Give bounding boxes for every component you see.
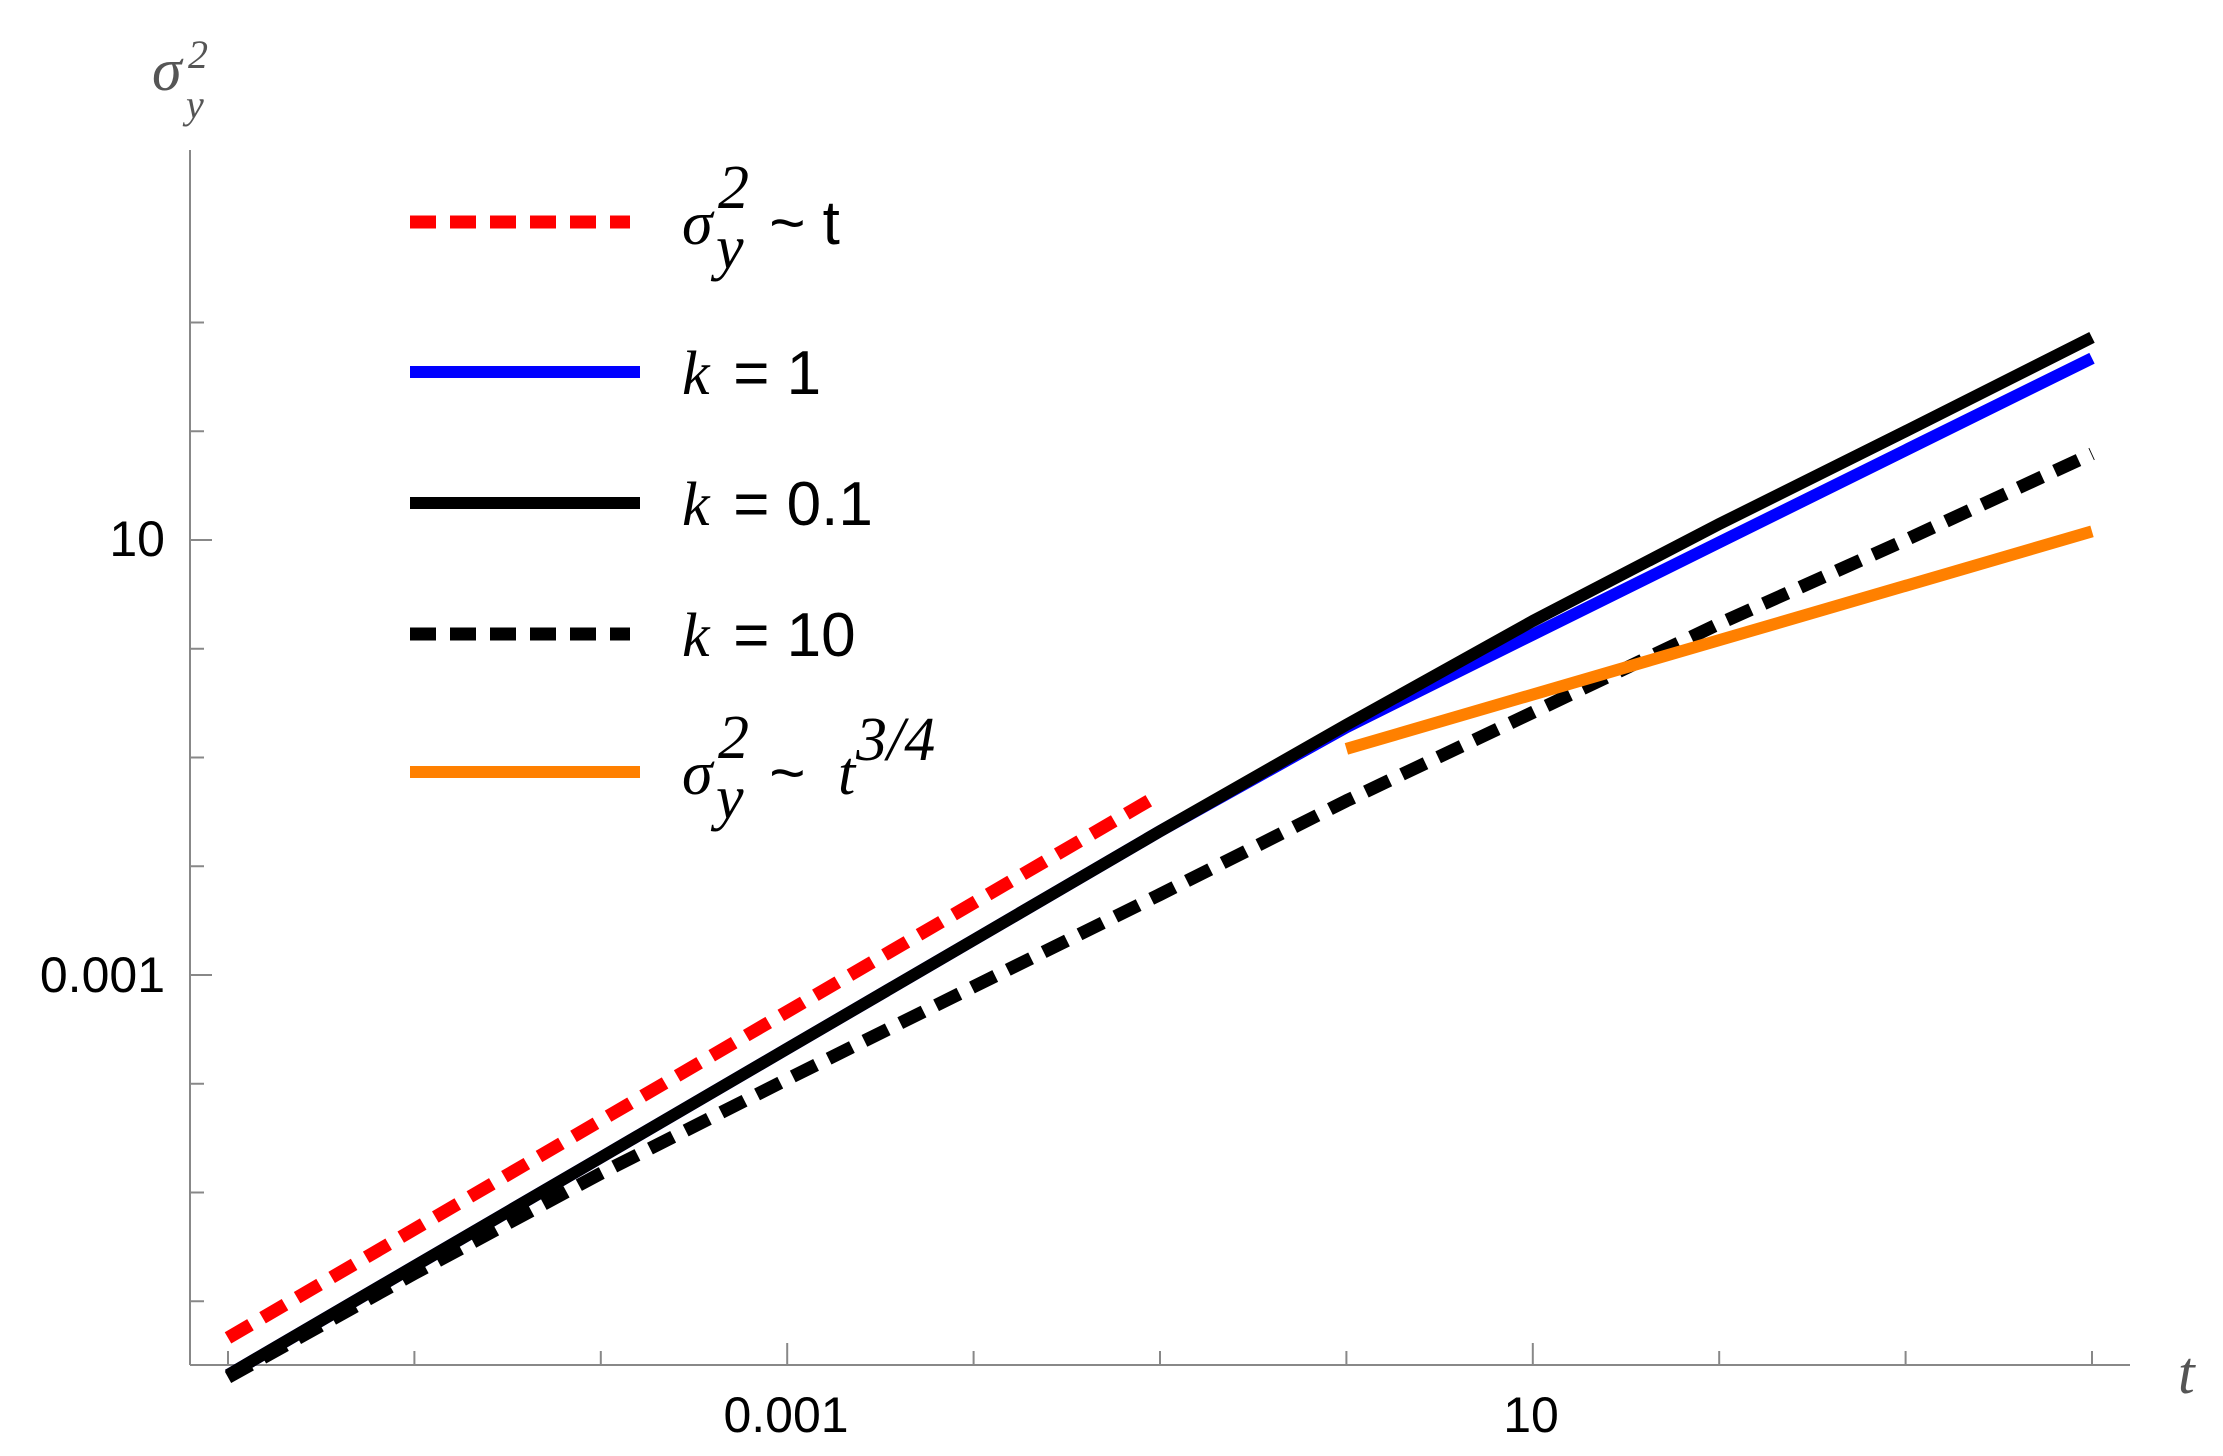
- svg-text:σ: σ: [682, 190, 715, 258]
- x-tick-label-10: 10: [1503, 1387, 1559, 1443]
- y-axis-label: σ 2 y: [152, 32, 208, 127]
- series-k10: [224, 447, 2095, 1383]
- legend-label-k10: k = 10: [682, 601, 856, 670]
- svg-text:~: ~: [752, 739, 823, 808]
- svg-text:k: k: [682, 340, 711, 408]
- legend-label-ref-34: σ 2 y ~ t 3/4: [682, 704, 935, 832]
- svg-text:y: y: [182, 82, 204, 127]
- svg-text:σ: σ: [682, 740, 715, 808]
- x-axis-label: t: [2178, 1340, 2196, 1406]
- svg-text:= 1: = 1: [716, 339, 821, 408]
- svg-text:= 10: = 10: [716, 601, 856, 670]
- svg-text:t: t: [838, 740, 857, 808]
- svg-text:y: y: [710, 764, 744, 832]
- series-layer: [224, 332, 2095, 1383]
- legend-label-k01: k = 0.1: [682, 470, 873, 539]
- legend: σ 2 y ~ t k = 1 k = 0.1 k = 10 σ 2 y ~ t: [410, 154, 935, 832]
- legend-label-k1: k = 1: [682, 339, 821, 408]
- axis-ticks: [190, 321, 2093, 1365]
- series-ref-34: [1344, 525, 2094, 755]
- svg-text:2: 2: [718, 704, 749, 772]
- svg-text:2: 2: [718, 154, 749, 222]
- svg-text:y: y: [710, 214, 744, 282]
- svg-text:~ t: ~ t: [752, 189, 840, 258]
- y-tick-label-10: 10: [109, 511, 165, 567]
- svg-text:k: k: [682, 471, 711, 539]
- svg-text:2: 2: [188, 32, 208, 77]
- series-k1: [224, 352, 2095, 1381]
- svg-text:σ: σ: [152, 37, 184, 103]
- svg-text:k: k: [682, 602, 711, 670]
- legend-label-ref-linear: σ 2 y ~ t: [682, 154, 840, 282]
- svg-text:= 0.1: = 0.1: [716, 470, 873, 539]
- svg-text:3/4: 3/4: [855, 706, 935, 774]
- series-k01: [224, 332, 2095, 1381]
- y-tick-label-0.001: 0.001: [40, 947, 165, 1003]
- series-ref-linear: [224, 788, 1164, 1344]
- x-tick-label-0.001: 0.001: [723, 1387, 848, 1443]
